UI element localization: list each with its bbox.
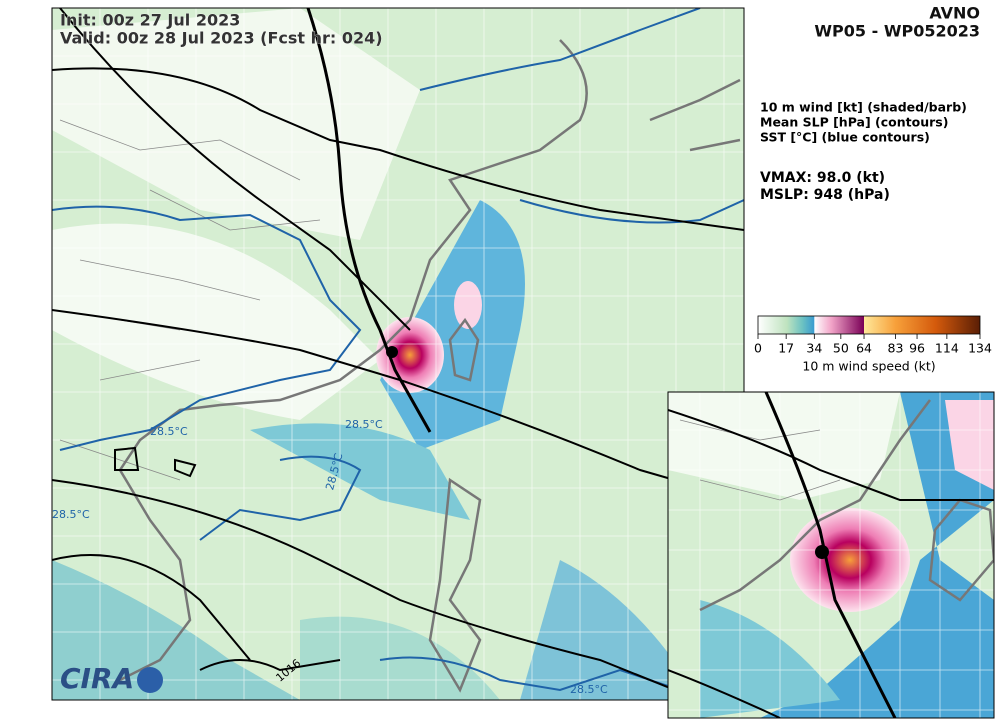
mslp: MSLP: 948 (hPa): [760, 187, 890, 203]
logo: CIRA: [60, 662, 134, 695]
colorbar-tick-label: 64: [856, 341, 872, 356]
colorbar-tick-label: 34: [806, 341, 822, 356]
colorbar-tick-label: 114: [935, 341, 959, 356]
colorbar-label: 10 m wind speed (kt): [802, 359, 935, 374]
legend-line: 10 m wind [kt] (shaded/barb): [760, 100, 967, 115]
colorbar-tick-label: 50: [833, 341, 849, 356]
storm-id: WP05 - WP052023: [814, 22, 980, 41]
legend-line: SST [°C] (blue contours): [760, 130, 930, 145]
main-map: 28.5°C 28.5°C 28.5°C 28.5°C 28.5°C 1016 …: [52, 8, 744, 700]
colorbar-ramp: [757, 315, 981, 335]
colorbar-tick-label: 134: [968, 341, 992, 356]
colorbar-tick-label: 0: [754, 341, 762, 356]
colorbar-tick-label: 96: [909, 341, 925, 356]
inset-map: [668, 392, 994, 718]
colorbar: 10 m wind speed (kt) 0 17 34 50 64 83 96 114 134: [754, 315, 992, 374]
model-name: AVNO: [929, 4, 980, 23]
logo-icon: [137, 667, 163, 693]
legend-line: Mean SLP [hPa] (contours): [760, 115, 948, 130]
contour-label: 28.5°C: [150, 425, 188, 438]
map-frame: [51, 7, 745, 701]
contour-label: 28.5°C: [52, 508, 90, 521]
valid-time: Valid: 00z 28 Jul 2023 (Fcst hr: 024): [60, 29, 383, 48]
vmax: VMAX: 98.0 (kt): [760, 170, 885, 186]
contour-label: 28.5°C: [345, 418, 383, 431]
contour-label: 28.5°C: [570, 683, 608, 696]
colorbar-tick-label: 83: [888, 341, 904, 356]
colorbar-tick-label: 17: [778, 341, 794, 356]
inset-frame: [667, 391, 995, 719]
init-time: Init: 00z 27 Jul 2023: [60, 11, 240, 30]
